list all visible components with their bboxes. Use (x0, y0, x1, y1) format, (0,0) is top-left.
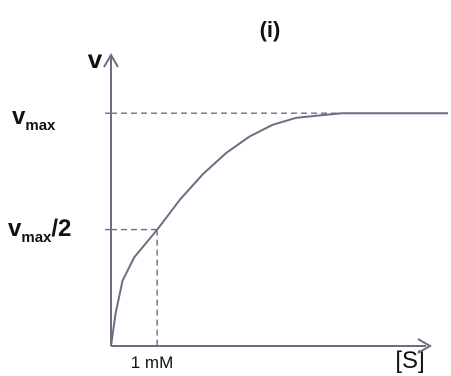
chart-title: (i) (260, 17, 281, 42)
x-axis-arrow (417, 338, 432, 354)
km-tick-label: 1 mM (131, 353, 174, 372)
half-vmax-subscript: max (21, 229, 52, 246)
plot-area (103, 53, 448, 354)
half-vmax-tick-label: vmax/2 (8, 215, 71, 246)
vmax-tick-label: vmax (12, 103, 56, 134)
saturation-curve (110, 112, 448, 347)
vmax-symbol: v (12, 103, 26, 130)
half-vmax-symbol: v (8, 215, 22, 242)
half-vmax-suffix: /2 (51, 215, 71, 242)
y-axis-label: v (88, 44, 103, 74)
vmax-subscript: max (25, 117, 56, 134)
y-axis-arrow (103, 53, 119, 68)
